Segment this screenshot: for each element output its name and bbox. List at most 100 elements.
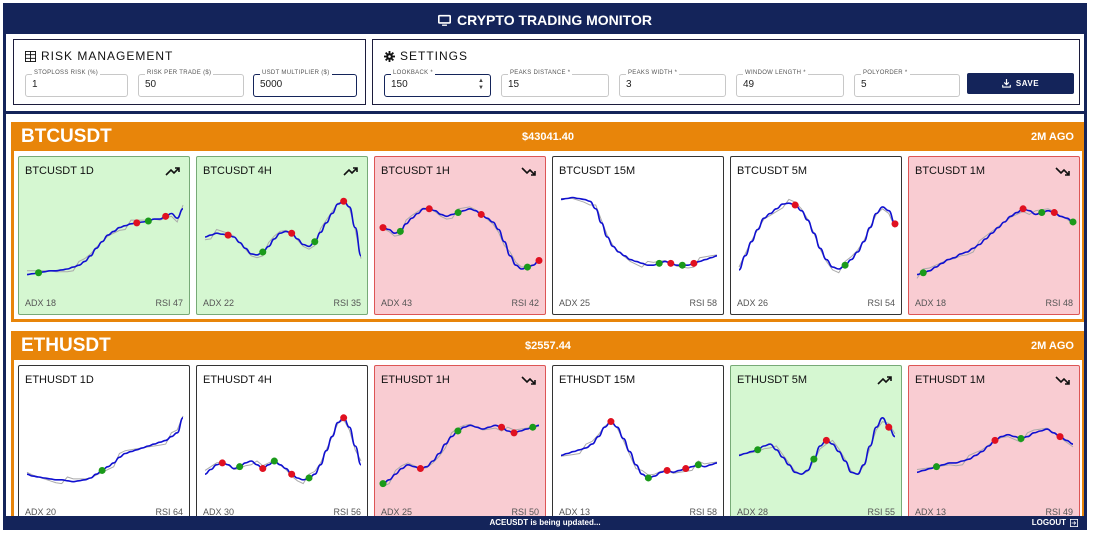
price-chart [379,205,543,271]
peak-marker [891,220,899,228]
monitor-icon [438,14,452,26]
raw-price-line [561,198,718,269]
price-chart [738,416,896,476]
polyorder-field[interactable]: POLYORDER * 5 [854,70,960,97]
price-chart [379,423,540,488]
chart-card[interactable]: ETHUSDT 15M ADX 13 RSI 58 [552,365,724,516]
price-chart [204,197,362,259]
raw-price-line [738,421,896,475]
peak-marker [607,418,615,426]
card-title: BTCUSDT 15M [559,165,636,177]
smoothed-price-line [26,208,184,276]
raw-price-line [204,200,362,259]
trough-marker [694,461,702,469]
symbol-age: 2M AGO [1031,340,1074,352]
peak-marker [416,465,424,473]
window-length-field[interactable]: WINDOW LENGTH * 49 [736,70,844,97]
symbol-block: $43041.40 BTCUSDT 2M AGO BTCUSDT 1D ADX 18 RS… [11,122,1084,322]
peak-marker [340,197,348,205]
rsi-value: RSI 48 [1045,298,1073,308]
card-title: ETHUSDT 1M [915,374,986,386]
save-button[interactable]: SAVE [967,73,1074,94]
trough-marker [529,423,537,431]
price-chart [560,196,718,269]
rsi-value: RSI 35 [333,298,361,308]
adx-value: ADX 22 [203,298,235,308]
trend-up-icon [343,167,358,176]
peak-marker [690,259,698,267]
stoploss-risk-field[interactable]: STOPLOSS RISK (%) 1 [25,70,128,97]
card-title: BTCUSDT 1D [25,165,94,177]
trend-up-icon [165,167,180,176]
card-title: ETHUSDT 4H [203,374,272,386]
price-chart [738,198,899,274]
trend-down-icon [1055,167,1070,176]
chart-card[interactable]: ETHUSDT 5M ADX 28 RSI 55 [730,365,902,516]
card-title: ETHUSDT 1D [25,374,94,386]
risk-per-trade-field[interactable]: RISK PER TRADE ($) 50 [138,70,244,97]
rsi-value: RSI 54 [867,298,895,308]
trough-marker [259,248,267,256]
symbols-list[interactable]: $43041.40 BTCUSDT 2M AGO BTCUSDT 1D ADX 18 RS… [6,117,1084,516]
card-title: ETHUSDT 1H [381,374,450,386]
logout-icon [1070,518,1078,527]
peak-marker [259,465,267,473]
chart-card[interactable]: ETHUSDT 1H ADX 25 RSI 50 [374,365,546,516]
chart-card[interactable]: ETHUSDT 1M ADX 13 RSI 49 [908,365,1080,516]
adx-value: ADX 20 [25,507,57,516]
trough-marker [35,269,43,277]
smoothed-price-line [738,416,896,476]
peak-marker [667,259,675,267]
chart-card[interactable]: BTCUSDT 4H ADX 22 RSI 35 [196,156,368,315]
adx-value: ADX 43 [381,298,413,308]
peak-marker [1056,433,1064,441]
chart-card[interactable]: ETHUSDT 4H ADX 30 RSI 56 [196,365,368,516]
lookback-field[interactable]: LOOKBACK * 150 ▲ ▼ [384,70,491,97]
trough-marker [678,261,686,269]
app-title: CRYPTO TRADING MONITOR [457,12,652,28]
peak-marker [663,466,671,474]
peak-marker [133,219,141,227]
card-title: BTCUSDT 5M [737,165,808,177]
trough-marker [1069,218,1077,226]
rsi-value: RSI 49 [1045,507,1073,516]
chart-card[interactable]: BTCUSDT 1H ADX 43 RSI 42 [374,156,546,315]
settings-panel: SETTINGS LOOKBACK * 150 ▲ ▼ PEAKS DISTANCE … [372,39,1080,105]
symbol-name: BTCUSDT [21,126,112,147]
update-status: ACEUSDT is being updated... [489,518,601,527]
card-title: ETHUSDT 5M [737,374,808,386]
peak-marker [162,212,170,220]
chart-card[interactable]: ETHUSDT 1D ADX 20 RSI 64 [18,365,190,516]
trough-marker [236,463,244,471]
peaks-width-field[interactable]: PEAKS WIDTH * 3 [619,70,726,97]
peak-marker [379,224,387,232]
adx-value: ADX 13 [559,507,591,516]
raw-price-line [26,415,184,485]
usdt-multiplier-field[interactable]: USDT MULTIPLIER ($) 5000 [253,70,357,97]
raw-price-line [916,427,1074,470]
chart-card[interactable]: BTCUSDT 1M ADX 18 RSI 48 [908,156,1080,315]
adx-value: ADX 25 [559,298,591,308]
adx-value: ADX 26 [737,298,769,308]
chart-card[interactable]: BTCUSDT 5M ADX 26 RSI 54 [730,156,902,315]
peak-marker [498,423,506,431]
peak-marker [288,229,296,237]
chart-card[interactable]: BTCUSDT 15M ADX 25 RSI 58 [552,156,724,315]
adx-value: ADX 28 [737,507,769,516]
trough-marker [655,259,663,267]
chart-card[interactable]: BTCUSDT 1D ADX 18 RSI 47 [18,156,190,315]
trend-down-icon [521,167,536,176]
price-chart [916,205,1077,279]
adx-value: ADX 30 [203,507,235,516]
symbol-name: ETHUSDT [21,335,111,356]
symbol-header: $43041.40 BTCUSDT 2M AGO [14,125,1082,151]
table-icon [25,50,36,62]
peak-marker [822,436,830,444]
logout-button[interactable]: LOGOUT [1032,518,1078,527]
trough-marker [644,474,652,482]
peaks-distance-field[interactable]: PEAKS DISTANCE * 15 [501,70,609,97]
peak-marker [425,205,433,213]
stepper-icon[interactable]: ▲ ▼ [478,78,484,91]
rsi-value: RSI 58 [689,507,717,516]
card-title: BTCUSDT 4H [203,165,272,177]
